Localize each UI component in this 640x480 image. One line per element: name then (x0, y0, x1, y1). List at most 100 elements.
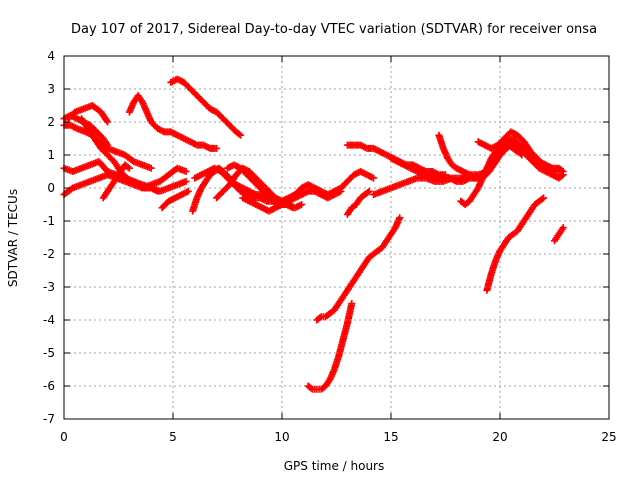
data-point-sample (71, 124, 79, 132)
y-axis-label: SDTVAR / TECUs (6, 189, 20, 287)
data-point-sample (247, 175, 255, 183)
data-point-sample (180, 178, 188, 186)
data-point-sample (260, 188, 268, 196)
data-point-sample (303, 188, 311, 196)
data-point-sample (142, 106, 150, 114)
data-point-sample (165, 128, 173, 136)
data-point-sample (192, 196, 200, 204)
y-tick-label: 4 (47, 49, 55, 63)
data-point-sample (362, 190, 370, 197)
data-point-sample (349, 203, 357, 211)
data-point-sample (119, 177, 127, 185)
y-tick-label: -3 (43, 280, 55, 294)
data-point-sample (367, 252, 375, 260)
data-point-sample (68, 111, 76, 119)
data-point-sample (296, 201, 304, 209)
series-track-17 (304, 300, 356, 393)
data-point-sample (347, 173, 355, 181)
data-point-sample (183, 188, 191, 196)
data-point-sample (323, 312, 331, 320)
data-points (60, 75, 567, 393)
plot-frame (63, 55, 610, 420)
data-point-sample (170, 166, 178, 174)
data-point-sample (547, 163, 555, 171)
series-track-14 (224, 161, 277, 205)
data-point-sample (556, 165, 564, 173)
series-track-9 (158, 187, 192, 212)
data-point-sample (241, 168, 249, 176)
x-axis-label: GPS time / hours (284, 459, 385, 473)
data-point-sample (204, 144, 212, 152)
data-point-sample (457, 177, 465, 185)
x-tick-label: 5 (169, 430, 177, 444)
data-point-sample (84, 178, 92, 186)
data-point-sample (230, 174, 238, 182)
data-point-sample (377, 188, 385, 196)
y-tick-label: -4 (43, 313, 55, 327)
data-point-sample (152, 186, 160, 194)
y-tick-label: -5 (43, 346, 55, 360)
data-point-sample (487, 271, 495, 279)
data-point-sample (371, 249, 379, 257)
data-point-sample (504, 131, 512, 139)
y-tick-label: -2 (43, 247, 55, 261)
data-point-sample (511, 229, 519, 237)
data-point-sample (319, 384, 327, 392)
data-point-sample (500, 140, 508, 148)
data-point-sample (223, 183, 231, 191)
data-point-sample (190, 89, 198, 97)
data-point-sample (103, 117, 111, 125)
data-point-sample (319, 313, 327, 321)
data-point-sample (395, 215, 403, 223)
data-point-sample (463, 199, 471, 207)
series-track-10 (167, 75, 245, 139)
data-point-sample (491, 258, 499, 266)
data-point-sample (347, 301, 355, 309)
data-point-sample (361, 144, 369, 152)
data-point-sample (137, 160, 145, 168)
data-point-sample (558, 225, 566, 233)
data-point-sample (431, 173, 439, 181)
data-point-sample (444, 174, 452, 182)
data-point-sample (330, 367, 338, 375)
data-point-sample (368, 144, 376, 152)
data-point-sample (101, 148, 109, 156)
data-point-sample (146, 184, 154, 192)
data-point-sample (124, 163, 132, 171)
y-tick-label: -6 (43, 379, 55, 393)
data-point-sample (316, 314, 324, 322)
data-point-sample (82, 122, 90, 130)
data-point-sample (532, 199, 540, 207)
data-point-sample (217, 190, 225, 198)
data-point-sample (307, 384, 315, 392)
data-point-sample (556, 173, 564, 181)
data-point-sample (425, 171, 433, 179)
data-point-sample (122, 162, 130, 170)
data-point-sample (120, 172, 128, 180)
data-point-sample (78, 105, 86, 113)
data-point-sample (95, 142, 103, 150)
data-point-sample (513, 142, 521, 150)
data-point-sample (172, 181, 180, 189)
data-point-sample (341, 180, 349, 188)
data-point-sample (94, 106, 102, 114)
data-point-sample (198, 141, 206, 149)
data-point-sample (334, 354, 342, 362)
data-point-sample (538, 195, 546, 203)
y-tick-label: -1 (43, 214, 55, 228)
data-point-sample (533, 162, 541, 170)
data-point-sample (139, 183, 147, 191)
series-track-22 (387, 154, 487, 185)
data-point-sample (418, 170, 426, 178)
series-track-28 (483, 194, 548, 294)
data-point-sample (97, 132, 105, 140)
data-point-sample (234, 185, 242, 193)
data-point-sample (268, 196, 276, 204)
data-point-sample (506, 232, 514, 240)
data-point-sample (394, 181, 402, 189)
data-point-sample (125, 175, 133, 183)
data-point-sample (358, 193, 366, 201)
series-track-27 (496, 138, 567, 182)
